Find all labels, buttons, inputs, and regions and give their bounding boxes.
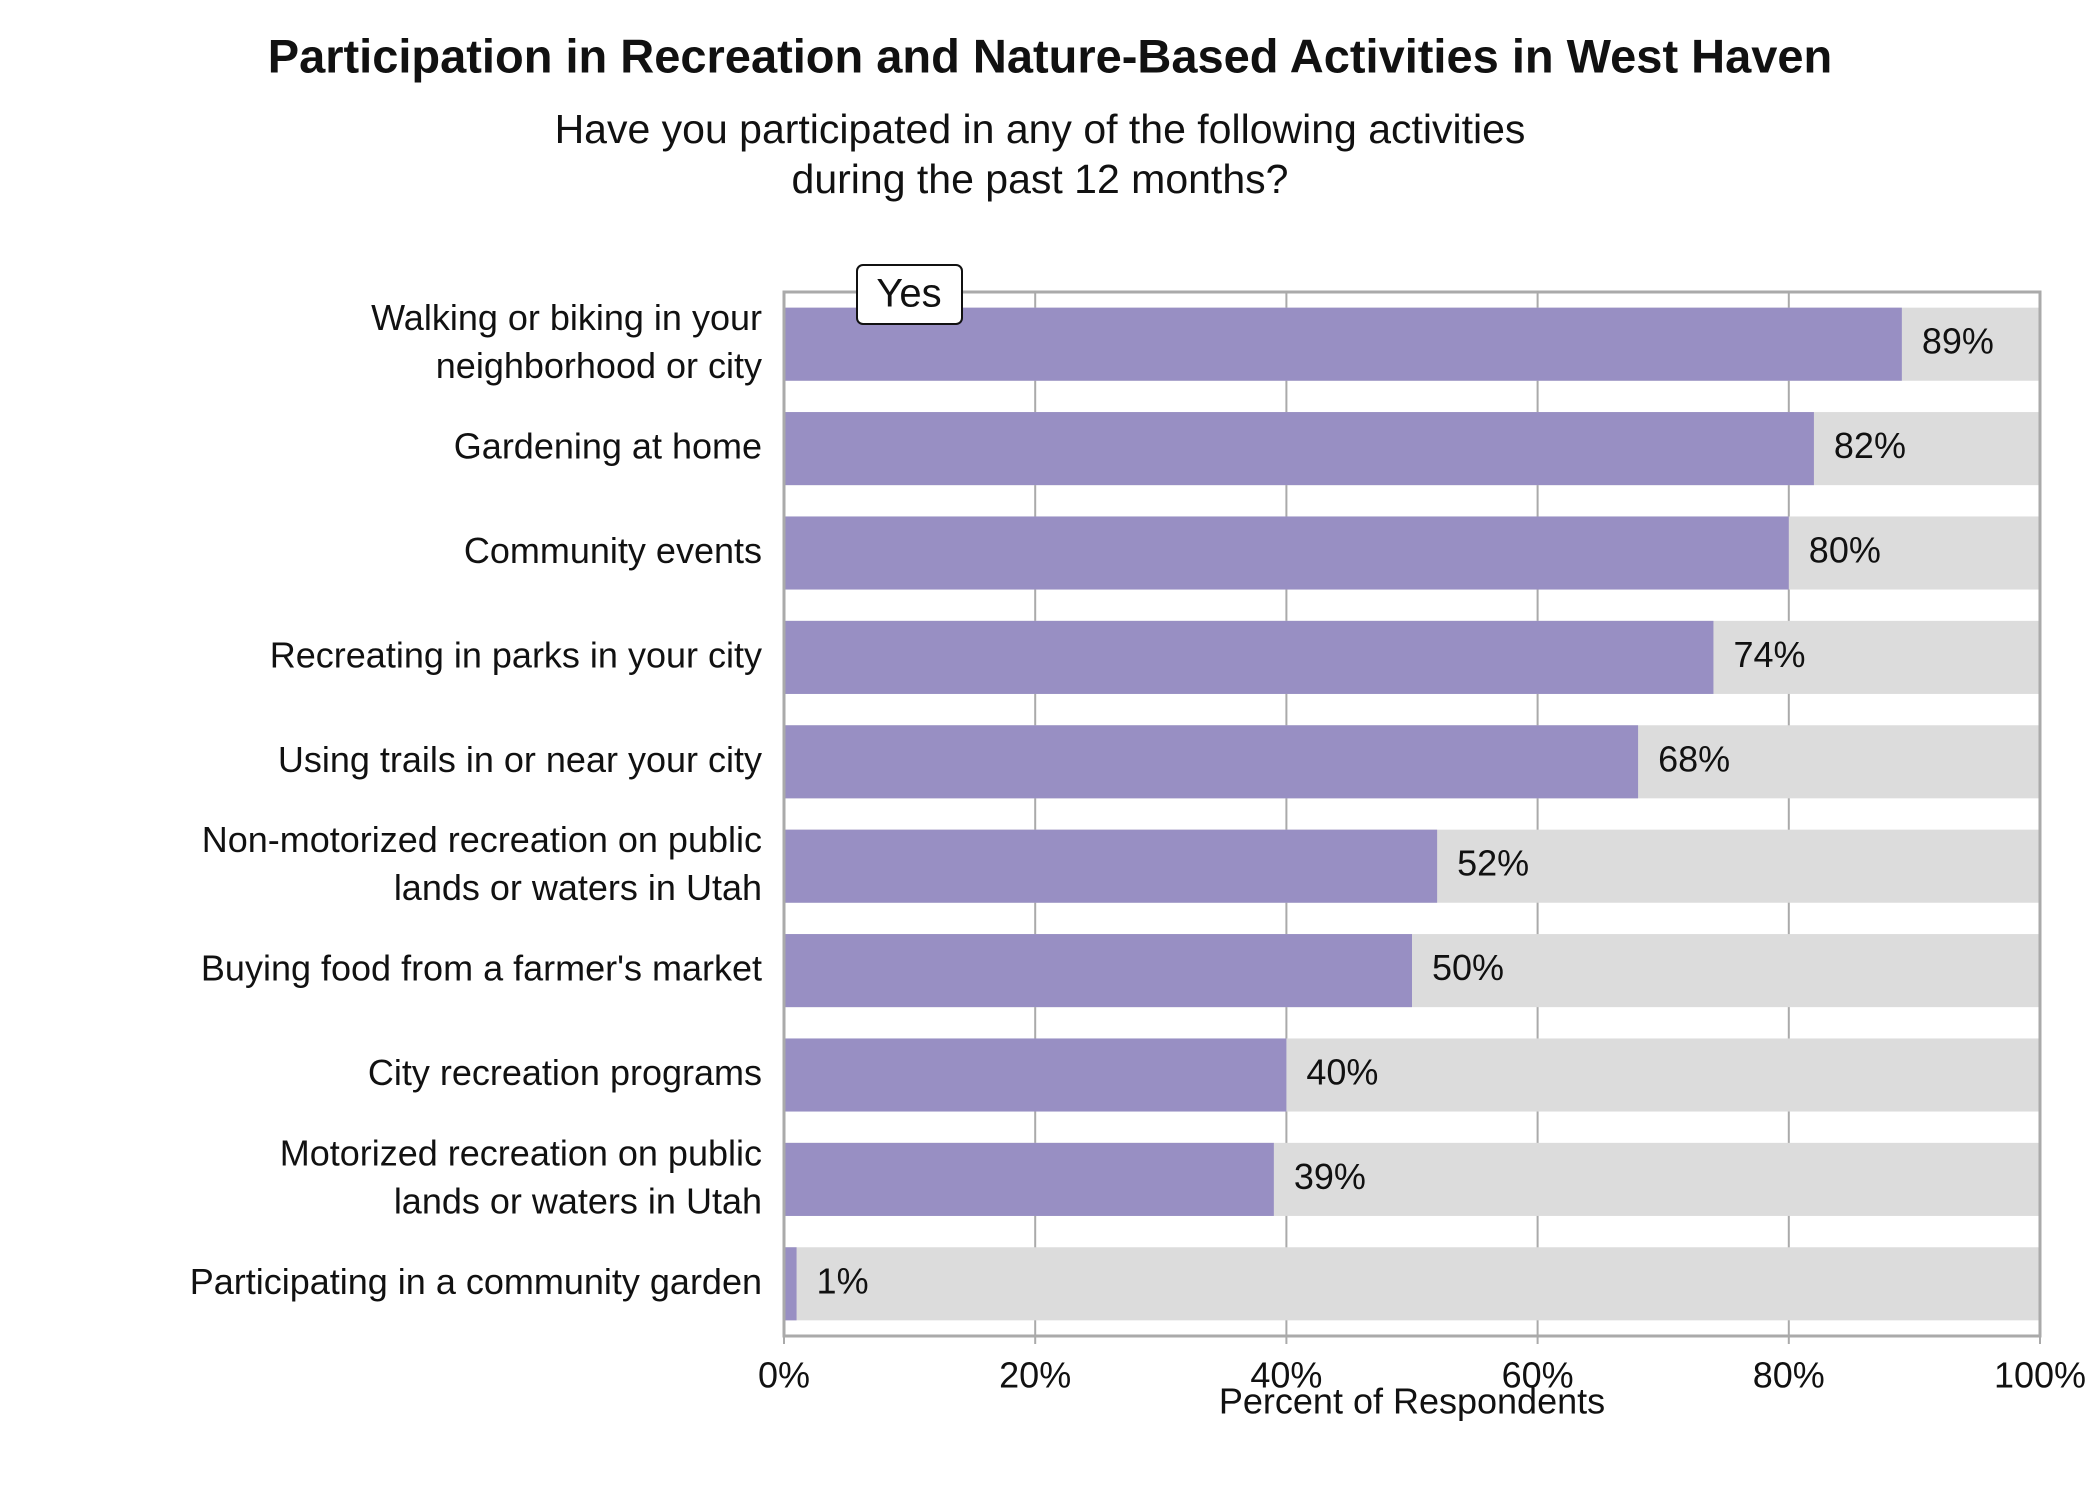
x-tick-label: 20%	[999, 1355, 1071, 1396]
bar	[784, 934, 1412, 1008]
value-label: 52%	[1457, 843, 1529, 884]
y-tick-label: Community events	[464, 530, 762, 571]
value-label: 50%	[1432, 947, 1504, 988]
y-tick-label: Buying food from a farmer's market	[201, 947, 762, 988]
chart-subtitle: Have you participated in any of the foll…	[555, 106, 1526, 202]
y-tick-label: City recreation programs	[368, 1052, 762, 1093]
bar	[784, 412, 1814, 486]
x-axis-label: Percent of Respondents	[1219, 1381, 1605, 1422]
bar	[784, 516, 1789, 590]
bar	[784, 1247, 797, 1321]
legend: Yes	[856, 264, 963, 325]
x-tick-label: 40%	[1250, 1355, 1322, 1396]
x-tick-label: 100%	[1994, 1355, 2086, 1396]
bar	[784, 307, 1902, 381]
value-label: 89%	[1922, 321, 1994, 362]
y-tick-label: Recreating in parks in your city	[270, 634, 762, 675]
background-bar	[784, 1247, 2040, 1321]
value-label: 74%	[1733, 634, 1805, 675]
bar	[784, 1142, 1274, 1216]
value-label: 40%	[1306, 1052, 1378, 1093]
y-tick-label: Using trails in or near your city	[278, 738, 762, 779]
x-tick-label: 80%	[1753, 1355, 1825, 1396]
y-tick-label: Walking or biking in your neighborhood or…	[371, 297, 762, 386]
bar	[784, 829, 1438, 903]
value-label: 39%	[1294, 1156, 1366, 1197]
y-tick-label: Motorized recreation on public lands or w…	[280, 1132, 762, 1221]
chart-title: Participation in Recreation and Nature-B…	[268, 29, 1832, 82]
bar	[784, 620, 1714, 694]
value-label: 68%	[1658, 738, 1730, 779]
value-label: 80%	[1809, 530, 1881, 571]
value-label: 1%	[817, 1260, 869, 1301]
x-tick-label: 0%	[758, 1355, 810, 1396]
legend-box	[856, 264, 963, 325]
bar	[784, 1038, 1287, 1112]
x-tick-label: 60%	[1502, 1355, 1574, 1396]
value-label: 82%	[1834, 425, 1906, 466]
y-tick-label: Gardening at home	[454, 425, 762, 466]
plot-frame	[782, 290, 2042, 1338]
legend-label: Yes	[876, 272, 941, 316]
y-tick-label: Non-motorized recreation on public lands …	[202, 819, 762, 908]
bar	[784, 725, 1639, 799]
y-tick-label: Participating in a community garden	[190, 1260, 762, 1301]
